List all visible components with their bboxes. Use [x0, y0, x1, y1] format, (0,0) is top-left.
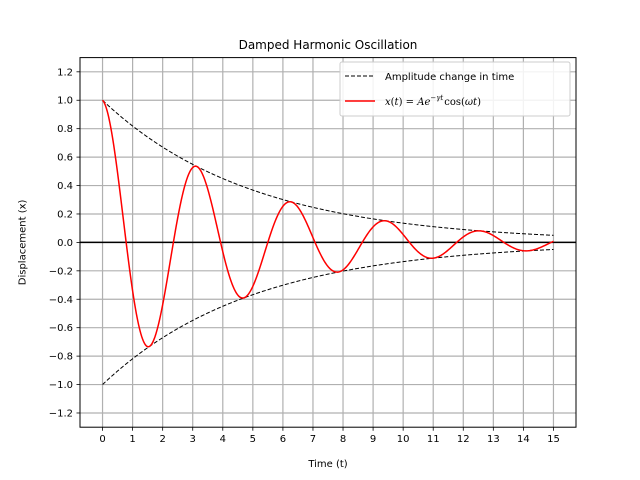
legend-math-exponent: −γt — [430, 94, 443, 102]
x-tick-label: 1 — [129, 434, 135, 445]
x-tick-label: 9 — [370, 434, 376, 445]
envelope-lower-line — [102, 248, 554, 385]
x-tick-label: 10 — [397, 434, 410, 445]
legend-box — [339, 61, 571, 117]
y-tick-label: 0.4 — [57, 181, 73, 192]
y-tick-label: −0.6 — [49, 323, 73, 334]
x-tick-label: 14 — [517, 434, 530, 445]
y-tick-label: −0.8 — [49, 352, 73, 363]
envelope-upper-line — [102, 99, 554, 236]
legend-label-envelope: Amplitude change in time — [385, 72, 514, 83]
y-tick-label: 0.8 — [57, 124, 73, 135]
legend: Amplitude change in time x(t) = Ae−γtcos… — [339, 61, 571, 117]
y-axis-label: Displacement (x) — [18, 199, 29, 285]
legend-math-wt: ωt — [465, 97, 478, 108]
legend-math-ae: Ae — [416, 97, 430, 108]
legend-math-t: t — [395, 97, 400, 108]
x-tick-label: 8 — [340, 434, 346, 445]
y-tick-label: 0.2 — [57, 209, 73, 220]
x-tick-label: 15 — [547, 434, 560, 445]
y-tick-label: 0.0 — [57, 238, 73, 249]
legend-math-eq: ) = — [399, 97, 418, 108]
y-tick-label: −0.4 — [49, 295, 73, 306]
x-tick-label: 4 — [220, 434, 226, 445]
x-tick-label: 0 — [99, 434, 105, 445]
x-tick-label: 6 — [280, 434, 286, 445]
x-tick-label: 12 — [457, 434, 470, 445]
y-tick-label: −1.0 — [49, 380, 73, 391]
x-tick-label: 11 — [427, 434, 440, 445]
y-tick-label: 1.2 — [57, 67, 73, 78]
legend-math-close: ) — [477, 97, 481, 108]
x-tick-label: 5 — [250, 434, 256, 445]
series-layer — [80, 99, 576, 385]
x-axis-label: Time (t) — [307, 459, 347, 470]
y-tick-label: 0.6 — [57, 153, 73, 164]
legend-math-x: x — [385, 97, 391, 108]
x-tick-label: 2 — [159, 434, 165, 445]
chart-title: Damped Harmonic Oscillation — [239, 38, 418, 52]
y-tick-label: −1.2 — [49, 408, 73, 419]
x-tick-label: 3 — [190, 434, 196, 445]
x-tick-label: 13 — [487, 434, 500, 445]
y-tick-label: −0.2 — [49, 266, 73, 277]
x-tick-label: 7 — [310, 434, 316, 445]
legend-math-cos: cos( — [444, 97, 465, 108]
oscillation-line — [101, 99, 554, 348]
y-tick-label: 1.0 — [57, 96, 73, 107]
legend-math-open: ( — [391, 97, 395, 108]
x-ticks: 0 1 2 3 4 5 6 7 8 9 10 11 12 13 14 15 — [99, 427, 560, 445]
y-ticks: −1.2 −1.0 −0.8 −0.6 −0.4 −0.2 0.0 0.2 0.4 0.6 0.8 1… — [49, 67, 80, 419]
legend-label-oscillation: x(t) = Ae−γtcos(ωt) — [385, 94, 481, 108]
